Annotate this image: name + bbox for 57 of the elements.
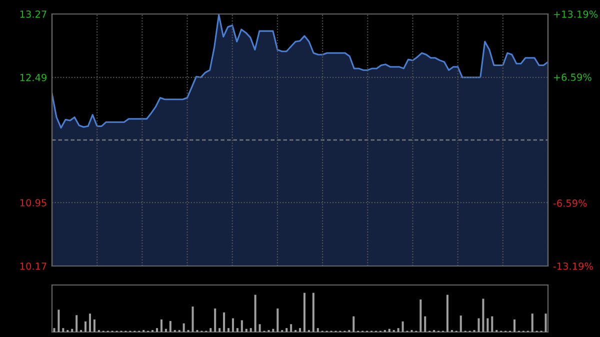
- y-tick-label: 13.27: [20, 10, 46, 18]
- bar: [276, 308, 279, 332]
- bar: [420, 299, 422, 332]
- y-tick-label: 10.95: [20, 199, 46, 206]
- bar: [223, 312, 226, 332]
- bar: [192, 306, 194, 332]
- bar: [290, 324, 292, 332]
- bar: [303, 292, 306, 332]
- bar: [250, 328, 252, 332]
- bar: [531, 314, 534, 332]
- bar: [388, 328, 390, 332]
- bar: [58, 310, 60, 332]
- bar: [182, 323, 185, 332]
- bar: [352, 316, 355, 332]
- bar: [210, 328, 212, 332]
- bar: [164, 328, 167, 332]
- bar: [446, 294, 448, 332]
- bar: [156, 328, 158, 332]
- bar: [88, 314, 91, 332]
- bar: [316, 328, 319, 332]
- y-tick-label: 12.49: [20, 74, 46, 82]
- bar: [486, 318, 489, 332]
- bar: [93, 319, 96, 332]
- bar: [228, 328, 230, 332]
- bar: [513, 319, 516, 332]
- y2-tick-label: -13.19%: [553, 262, 593, 270]
- bar: [53, 328, 56, 332]
- bar: [491, 316, 494, 332]
- y2-tick-label: +6.59%: [554, 74, 592, 81]
- bar: [84, 321, 87, 332]
- bar: [424, 316, 426, 332]
- bar: [76, 315, 78, 332]
- bar: [402, 321, 404, 332]
- bar: [312, 292, 314, 332]
- bar: [482, 298, 484, 332]
- bar: [298, 328, 302, 332]
- bar: [272, 328, 274, 332]
- y2-tick-label: +13.19%: [554, 10, 598, 18]
- bar: [258, 324, 261, 332]
- bar: [460, 316, 462, 332]
- bar: [71, 328, 74, 332]
- bar: [544, 314, 547, 332]
- bar: [397, 328, 400, 332]
- bar: [232, 318, 234, 332]
- bar: [254, 294, 256, 332]
- bar: [214, 308, 216, 332]
- y-tick-label: 10.17: [20, 262, 46, 270]
- bar: [160, 319, 162, 332]
- bar: [245, 328, 248, 332]
- bar: [218, 328, 221, 332]
- bar: [169, 321, 172, 332]
- bar: [236, 328, 238, 332]
- bar: [478, 318, 480, 332]
- y2-tick-label: -6.59%: [553, 199, 587, 207]
- bar: [62, 328, 64, 332]
- bar: [240, 320, 243, 332]
- bar: [286, 328, 288, 332]
